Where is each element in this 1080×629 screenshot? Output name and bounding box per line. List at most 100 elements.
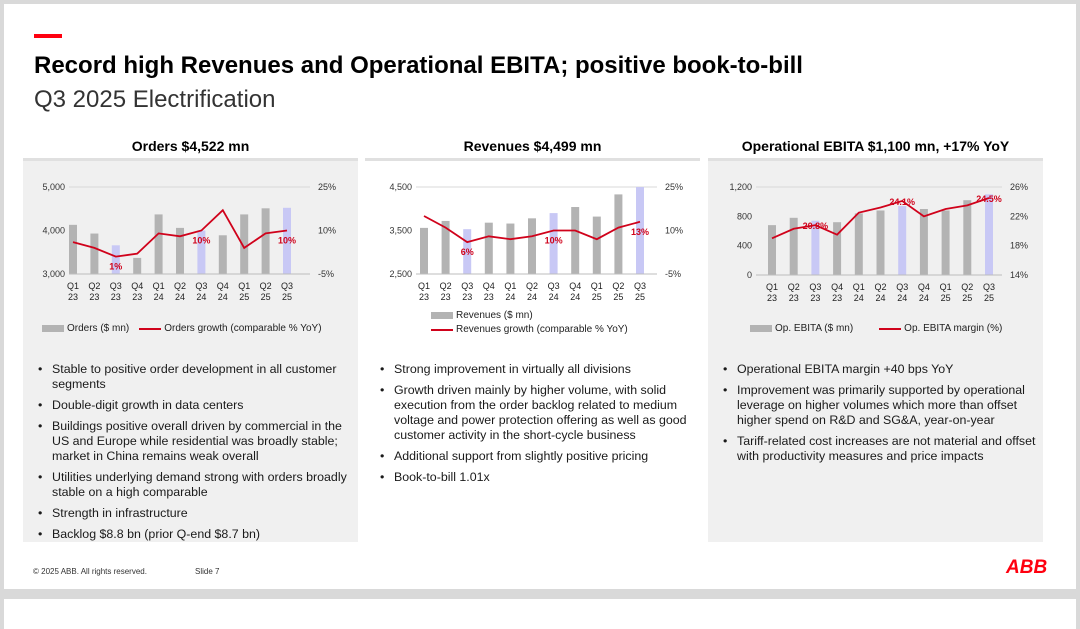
x-tick-year: 24: [549, 292, 559, 302]
x-tick-quarter: Q3: [281, 281, 293, 291]
revenues-bullets: Strong improvement in virtually all divi…: [377, 362, 697, 491]
legend-bar-swatch: [750, 325, 772, 332]
bar: [898, 206, 907, 275]
x-tick-quarter: Q2: [88, 281, 100, 291]
orders-panel: Orders $4,522 mn 3,000 4,000 5,000 -5% 10% 25…: [23, 124, 358, 542]
x-tick-year: 23: [810, 293, 820, 303]
left-axis-tick: 4,500: [389, 182, 412, 192]
page-title: Record high Revenues and Operational EBI…: [34, 52, 803, 79]
x-tick-quarter: Q2: [874, 282, 886, 292]
x-tick-quarter: Q2: [174, 281, 186, 291]
x-tick-quarter: Q1: [418, 281, 430, 291]
bullet-item: Tariff-related cost increases are not ma…: [720, 434, 1040, 464]
bar: [283, 207, 291, 274]
bar: [261, 208, 270, 274]
ebita-bullets: Operational EBITA margin +40 bps YoY Imp…: [720, 362, 1040, 470]
x-tick-quarter: Q2: [440, 281, 452, 291]
bar: [768, 225, 776, 275]
legend-bar-label: Orders ($ mn): [67, 323, 130, 334]
bullet-item: Operational EBITA margin +40 bps YoY: [720, 362, 1040, 377]
x-tick-quarter: Q4: [217, 281, 229, 291]
bullet-item: Double-digit growth in data centers: [35, 398, 355, 413]
ebita-legend: Op. EBITA ($ mn) Op. EBITA margin (%): [750, 323, 1002, 334]
data-label: 24.1%: [889, 197, 915, 207]
x-tick-quarter: Q4: [831, 282, 843, 292]
bullet-item: Book-to-bill 1.01x: [377, 470, 697, 485]
legend-bar-swatch: [42, 325, 64, 332]
bar: [154, 214, 163, 274]
x-tick-year: 25: [613, 292, 623, 302]
slide: Record high Revenues and Operational EBI…: [4, 4, 1076, 589]
x-tick-quarter: Q4: [918, 282, 930, 292]
bar: [484, 222, 493, 274]
data-label: 10%: [278, 236, 296, 246]
x-tick-year: 23: [111, 292, 121, 302]
data-label: 6%: [461, 247, 474, 257]
x-tick-quarter: Q2: [788, 282, 800, 292]
left-axis-tick: 3,000: [42, 269, 65, 279]
x-tick-year: 25: [984, 293, 994, 303]
bar: [941, 210, 950, 275]
x-tick-year: 23: [832, 293, 842, 303]
bar: [420, 227, 428, 274]
legend-line-label: Revenues growth (comparable % YoY): [456, 324, 628, 335]
right-axis-tick: -5%: [318, 269, 334, 279]
page-subtitle: Q3 2025 Electrification: [34, 86, 276, 113]
orders-legend: Orders ($ mn) Orders growth (comparable …: [42, 323, 322, 334]
left-axis-tick: 400: [737, 241, 752, 251]
data-label: 10%: [192, 236, 210, 246]
x-tick-year: 24: [154, 292, 164, 302]
bar: [919, 209, 928, 275]
left-axis-tick: 5,000: [42, 182, 65, 192]
bar: [218, 235, 227, 274]
x-tick-year: 23: [484, 292, 494, 302]
legend-bar-label: Revenues ($ mn): [456, 310, 533, 321]
x-tick-year: 23: [89, 292, 99, 302]
x-tick-quarter: Q4: [569, 281, 581, 291]
legend-bar-entry: Revenues ($ mn): [431, 310, 533, 321]
bar: [963, 200, 972, 275]
revenues-legend: Revenues ($ mn) Revenues growth (compara…: [431, 310, 628, 335]
bar: [811, 220, 820, 275]
bar: [528, 218, 536, 274]
x-tick-quarter: Q3: [110, 281, 122, 291]
x-tick-quarter: Q3: [195, 281, 207, 291]
series-line: [72, 208, 288, 258]
x-tick-year: 24: [875, 293, 885, 303]
bar: [614, 194, 623, 274]
data-label: 10%: [545, 236, 563, 246]
x-tick-year: 23: [789, 293, 799, 303]
bar: [90, 233, 99, 274]
right-axis-tick: 22%: [1010, 211, 1028, 221]
ebita-chart: 0 400 800 1,200 14% 18% 22% 26% 20.8% 24.1% 24.5% Q…: [729, 182, 1028, 303]
x-tick-quarter: Q2: [260, 281, 272, 291]
bullet-item: Strong improvement in virtually all divi…: [377, 362, 697, 377]
x-tick-year: 24: [854, 293, 864, 303]
bar: [506, 223, 515, 274]
x-tick-quarter: Q3: [548, 281, 560, 291]
x-tick-year: 25: [261, 292, 271, 302]
revenues-chart: 2,5003,5004,500-5%10%25%6%10%13%Q123Q223…: [389, 182, 683, 302]
bar: [549, 213, 558, 274]
data-label: 24.5%: [976, 194, 1002, 204]
bar: [69, 224, 77, 274]
accent-bar: [34, 34, 62, 38]
bar: [636, 187, 644, 274]
x-tick-year: 23: [462, 292, 472, 302]
left-axis-tick: 2,500: [389, 269, 412, 279]
x-tick-year: 24: [505, 292, 515, 302]
x-tick-quarter: Q1: [853, 282, 865, 292]
left-axis-tick: 800: [737, 211, 752, 221]
revenues-panel: Revenues $4,499 mn 2,500 3,500 4,500 -5% 10%…: [365, 124, 700, 542]
x-tick-year: 24: [218, 292, 228, 302]
bullet-item: Backlog $8.8 bn (prior Q-end $8.7 bn): [35, 527, 355, 542]
bar: [876, 210, 885, 275]
orders-bullets: Stable to positive order development in …: [35, 362, 355, 548]
bullet-item: Buildings positive overall driven by com…: [35, 419, 355, 464]
x-tick-year: 24: [175, 292, 185, 302]
x-tick-year: 23: [767, 293, 777, 303]
x-tick-quarter: Q3: [983, 282, 995, 292]
right-axis-tick: 10%: [318, 226, 336, 236]
x-tick-quarter: Q4: [131, 281, 143, 291]
bar: [441, 220, 450, 274]
